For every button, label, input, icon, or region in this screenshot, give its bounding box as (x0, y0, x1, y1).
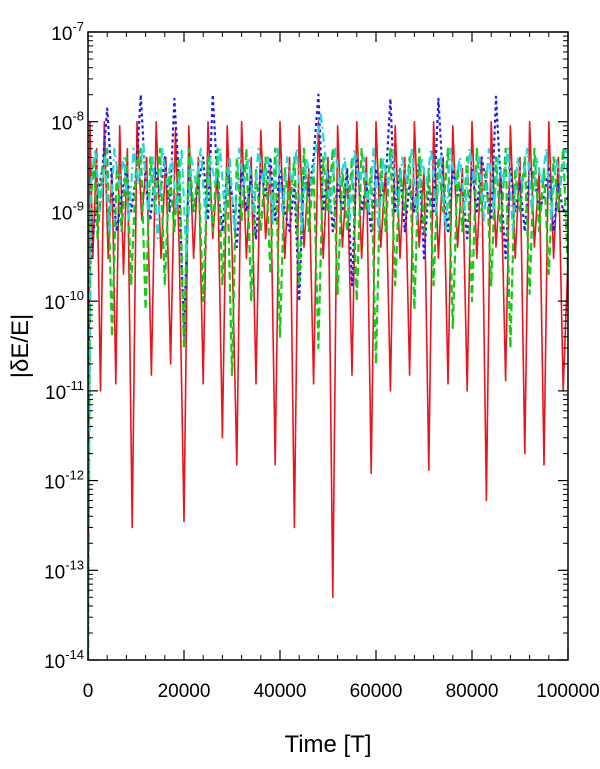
y-tick-label: 10-9 (51, 198, 84, 224)
y-tick-label: 10-7 (51, 19, 84, 45)
y-axis-title: |δE/E| (7, 314, 34, 379)
tick-labels-layer: 10-7 10-8 10-9 10-10 10-11 10-12 10-13 10-14 0 20… (44, 19, 600, 702)
series-line-1 (88, 120, 568, 660)
x-tick-label: 0 (83, 681, 94, 702)
y-tick-label: 10-14 (44, 647, 84, 673)
y-tick-label: 10-10 (44, 288, 84, 314)
y-tick-label: 10-12 (44, 468, 84, 494)
x-tick-label: 80000 (446, 681, 499, 702)
x-tick-label: 60000 (350, 681, 403, 702)
y-tick-label: 10-8 (51, 109, 84, 135)
ticks-layer (87, 31, 569, 661)
plot-frame (87, 31, 569, 661)
x-tick-label: 20000 (158, 681, 211, 702)
y-tick-label: 10-11 (45, 378, 84, 404)
series-layer (88, 93, 568, 660)
series-line-4 (88, 113, 568, 660)
x-axis-title: Time [T] (284, 731, 371, 758)
x-tick-label: 40000 (254, 681, 307, 702)
x-tick-label: 100000 (536, 681, 599, 702)
y-tick-label: 10-13 (44, 557, 84, 583)
